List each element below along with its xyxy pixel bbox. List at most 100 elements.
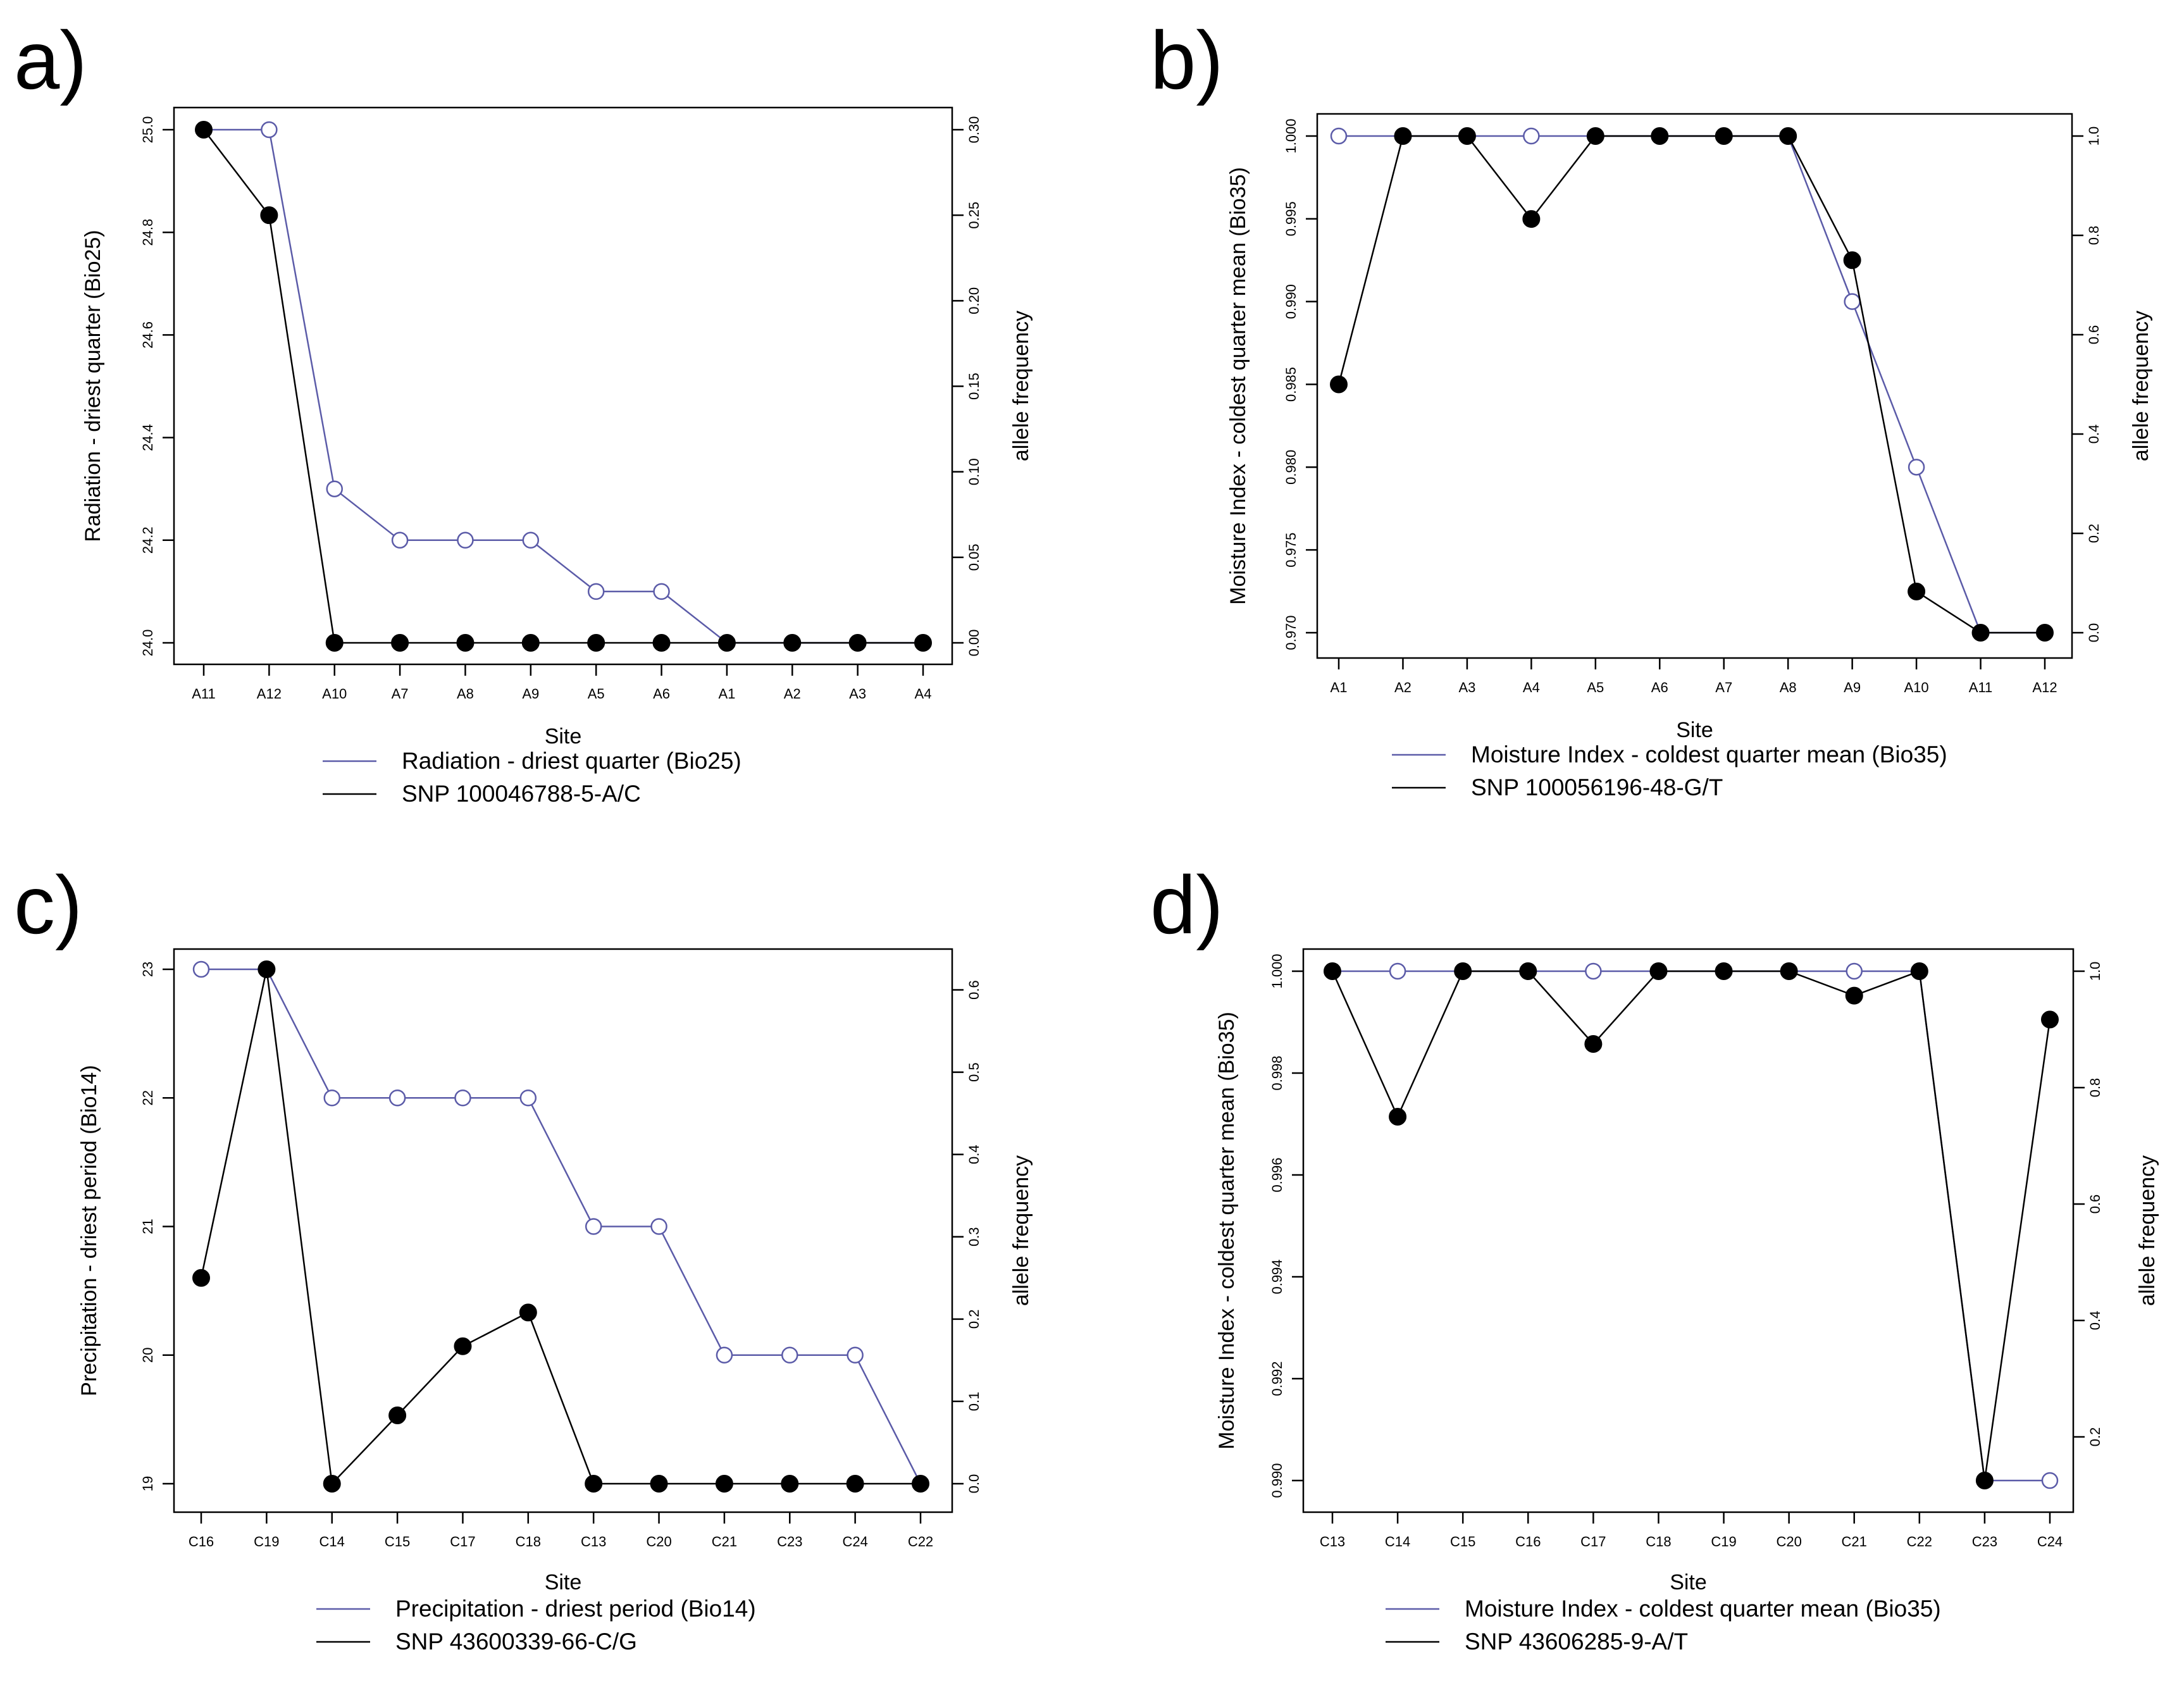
x-tick-label: C19 <box>1711 1534 1736 1549</box>
series-line-bio <box>1339 135 2045 634</box>
data-point-bio <box>653 583 670 600</box>
data-point-bio <box>323 1090 340 1107</box>
data-point-snp <box>652 634 671 652</box>
data-point-bio <box>261 121 278 139</box>
y2-tick-label: 0.0 <box>966 1474 982 1494</box>
data-point-snp <box>456 634 475 652</box>
y2-tick-label: 0.4 <box>2087 1311 2103 1331</box>
x-tick-label: A3 <box>849 686 866 702</box>
y-tick-label: 0.996 <box>1269 1157 1285 1192</box>
y-tick-label: 1.000 <box>1269 953 1285 988</box>
data-point-bio <box>2041 1472 2059 1489</box>
data-point-bio <box>522 531 540 549</box>
data-point-snp <box>521 634 540 652</box>
x-tick-label: C24 <box>842 1534 867 1549</box>
y2-tick-label: 0.1 <box>966 1392 982 1412</box>
x-tick-label: C20 <box>1776 1534 1801 1549</box>
y-tick-label: 0.985 <box>1283 367 1299 402</box>
data-point-snp <box>1454 962 1472 980</box>
data-point-snp <box>1458 127 1476 145</box>
data-point-bio <box>1908 459 1925 476</box>
data-point-snp <box>323 1475 341 1493</box>
x-tick-label: A6 <box>653 686 670 702</box>
x-tick-label: A1 <box>1331 680 1348 695</box>
y2-tick-label: 0.4 <box>2086 425 2102 444</box>
y-tick-label: 1.000 <box>1283 118 1299 153</box>
x-axis-title: Site <box>545 724 582 748</box>
panel-letter: b) <box>1150 14 1224 106</box>
y-tick-label: 24.8 <box>140 219 156 246</box>
data-point-bio <box>650 1218 667 1235</box>
x-axis-title: Site <box>545 1570 582 1594</box>
data-point-snp <box>1971 624 1990 642</box>
x-tick-label: A8 <box>1780 680 1797 695</box>
y2-tick-label: 0.2 <box>966 1310 982 1329</box>
data-point-bio <box>1523 127 1540 145</box>
data-point-snp <box>2036 624 2054 642</box>
data-point-snp <box>192 1269 210 1287</box>
x-tick-label: A10 <box>1904 680 1929 695</box>
y-tick-label: 0.975 <box>1283 533 1299 568</box>
y-tick-label: 19 <box>140 1476 156 1491</box>
x-tick-label: C17 <box>1580 1534 1606 1549</box>
x-tick-label: A4 <box>1523 680 1540 695</box>
data-point-snp <box>1975 1472 1994 1489</box>
chart-panel-1: a) A11 A12 A10 A7 A8 A9 A5 A6 A1 A2 A3 A4 24.0 24.2 24.… <box>14 14 1033 807</box>
plot-frame <box>1316 113 2073 659</box>
data-point-snp <box>1586 127 1604 145</box>
plot-frame <box>1302 948 2075 1513</box>
y2-tick-label: 0.25 <box>966 202 982 229</box>
legend: Moisture Index - coldest quarter mean (B… <box>1392 742 1947 800</box>
y2-tick-label: 0.4 <box>966 1145 982 1164</box>
chart-panel-4: d) C13 C14 C15 C16 C17 C18 C19 C20 C21 C22 C23 C24 0.… <box>1150 859 2159 1655</box>
x-tick-label: A9 <box>1844 680 1861 695</box>
y-axis-title: Moisture Index - coldest quarter mean (B… <box>1215 1012 1239 1450</box>
y2-tick-label: 0.2 <box>2087 1427 2103 1447</box>
data-point-snp <box>783 634 802 652</box>
legend-label: SNP 100056196-48-G/T <box>1471 774 1723 800</box>
legend-label: SNP 43606285-9-A/T <box>1465 1629 1688 1655</box>
data-point-bio <box>1389 962 1406 980</box>
x-tick-label: A4 <box>915 686 932 702</box>
x-tick-label: C15 <box>1450 1534 1475 1549</box>
x-tick-label: A6 <box>1651 680 1668 695</box>
y-tick-label: 0.992 <box>1269 1361 1285 1396</box>
x-tick-label: C15 <box>385 1534 410 1549</box>
legend-label: Radiation - driest quarter (Bio25) <box>402 748 741 774</box>
data-point-snp <box>1584 1035 1603 1053</box>
data-point-snp <box>1651 127 1669 145</box>
x-tick-label: C23 <box>777 1534 802 1549</box>
data-point-snp <box>912 1475 929 1493</box>
y2-tick-label: 1.0 <box>2086 127 2102 146</box>
y2-axis-title: allele frequency <box>1009 1155 1033 1306</box>
data-point-snp <box>1908 582 1926 600</box>
y2-tick-label: 0.3 <box>966 1227 982 1246</box>
x-tick-label: C19 <box>254 1534 279 1549</box>
x-tick-label: C20 <box>646 1534 671 1549</box>
legend: Radiation - driest quarter (Bio25) SNP 10… <box>323 748 741 807</box>
data-point-snp <box>1910 962 1928 980</box>
y2-tick-label: 0.5 <box>966 1062 982 1082</box>
data-point-bio <box>1846 962 1863 980</box>
series-line-bio <box>201 968 922 1484</box>
data-point-bio <box>847 1346 864 1363</box>
plot-frame <box>173 106 953 666</box>
data-point-bio <box>391 531 409 549</box>
x-axis-title: Site <box>1670 1570 1707 1594</box>
x-tick-label: C24 <box>2037 1534 2063 1549</box>
data-point-snp <box>587 634 605 652</box>
data-point-snp <box>848 634 867 652</box>
y-axis-title: Precipitation - driest period (Bio14) <box>77 1065 101 1396</box>
series-line-bio <box>204 128 923 644</box>
x-tick-label: A3 <box>1458 680 1475 695</box>
panel-letter: d) <box>1150 859 1224 951</box>
y2-tick-label: 0.2 <box>2086 524 2102 543</box>
data-point-snp <box>1715 962 1733 980</box>
data-point-snp <box>1330 375 1348 394</box>
x-tick-label: A5 <box>588 686 605 702</box>
y2-tick-label: 0.30 <box>966 116 982 144</box>
data-point-bio <box>1585 962 1602 980</box>
legend-label: Moisture Index - coldest quarter mean (B… <box>1471 742 1947 767</box>
data-point-snp <box>454 1337 472 1355</box>
